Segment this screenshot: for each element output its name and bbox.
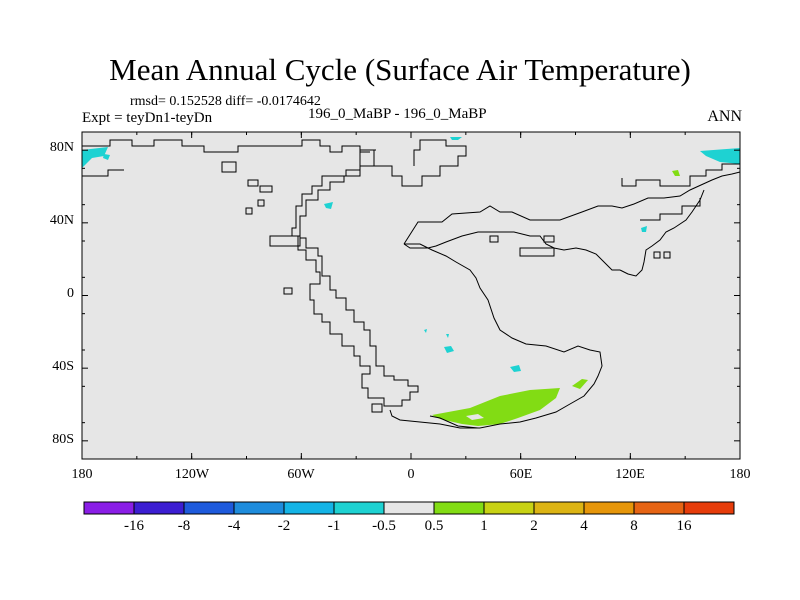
anomaly-patch-cyan <box>510 365 521 372</box>
anomaly-patch-cyan <box>444 346 454 353</box>
anomaly-patch-green <box>572 379 588 389</box>
anomaly-patch-green <box>672 170 680 176</box>
colorbar-label: -8 <box>177 518 191 534</box>
colorbar-swatch <box>333 501 385 515</box>
colorbar-label: -1 <box>327 518 341 534</box>
colorbar-swatch <box>133 501 185 515</box>
colorbar-swatch <box>183 501 235 515</box>
colorbar-swatch <box>283 501 335 515</box>
anomaly-patch-cyan <box>700 148 740 164</box>
anomaly-patch-cyan <box>324 202 333 209</box>
lat-label-40n: 40N <box>49 213 74 228</box>
colorbar-swatch <box>383 501 435 515</box>
colorbar-swatch <box>433 501 485 515</box>
stats-text: rmsd= 0.152528 diff= -0.0174642 <box>130 94 321 109</box>
colorbar-label: -2 <box>277 518 291 534</box>
season-label: ANN <box>707 108 742 125</box>
lat-label-0: 0 <box>67 286 74 301</box>
anomaly-fills <box>82 137 740 426</box>
colorbar-swatch <box>583 501 635 515</box>
lon-label-180w: 180 <box>71 467 93 482</box>
colorbar-label: -4 <box>227 518 241 534</box>
center-label: 196_0_MaBP - 196_0_MaBP <box>308 106 487 122</box>
colorbar-label: 0.5 <box>424 518 444 534</box>
anomaly-patch-grey <box>466 414 484 420</box>
map-background <box>82 132 740 459</box>
colorbar-swatch <box>683 501 735 515</box>
anomaly-patch-cyan <box>450 137 462 140</box>
plot-title: Mean Annual Cycle (Surface Air Temperatu… <box>109 52 691 87</box>
colorbar-label: 4 <box>580 518 588 534</box>
coastlines <box>82 139 741 429</box>
colorbar <box>83 501 735 515</box>
colorbar-swatch <box>483 501 535 515</box>
lon-label-120e: 120E <box>615 467 645 482</box>
anomaly-patch-cyan <box>424 329 427 333</box>
colorbar-label: -16 <box>124 518 144 534</box>
colorbar-swatch <box>83 501 135 515</box>
colorbar-swatch <box>533 501 585 515</box>
anomaly-patch-cyan <box>82 147 108 168</box>
lon-label-120w: 120W <box>174 467 210 482</box>
colorbar-label: -0.5 <box>372 518 396 534</box>
anomaly-patch-cyan <box>103 154 110 160</box>
lon-label-60e: 60E <box>509 467 533 482</box>
lon-label-0: 0 <box>407 467 415 482</box>
lat-label-80n: 80N <box>49 140 74 155</box>
colorbar-swatch <box>233 501 285 515</box>
colorbar-label: 8 <box>630 518 638 534</box>
lon-label-180e: 180 <box>729 467 751 482</box>
experiment-label: Expt = teyDn1-teyDn <box>82 110 213 126</box>
lat-label-40s: 40S <box>52 359 74 374</box>
colorbar-label: 16 <box>676 518 692 534</box>
colorbar-label: 1 <box>480 518 488 534</box>
lon-label-60w: 60W <box>287 467 315 482</box>
colorbar-label: 2 <box>530 518 538 534</box>
anomaly-patch-cyan <box>641 226 647 232</box>
anomaly-patch-cyan <box>446 334 449 338</box>
lat-label-80s: 80S <box>52 432 74 447</box>
colorbar-swatch <box>633 501 685 515</box>
anomaly-patch-green <box>432 388 560 426</box>
map-ticks <box>81 131 741 460</box>
